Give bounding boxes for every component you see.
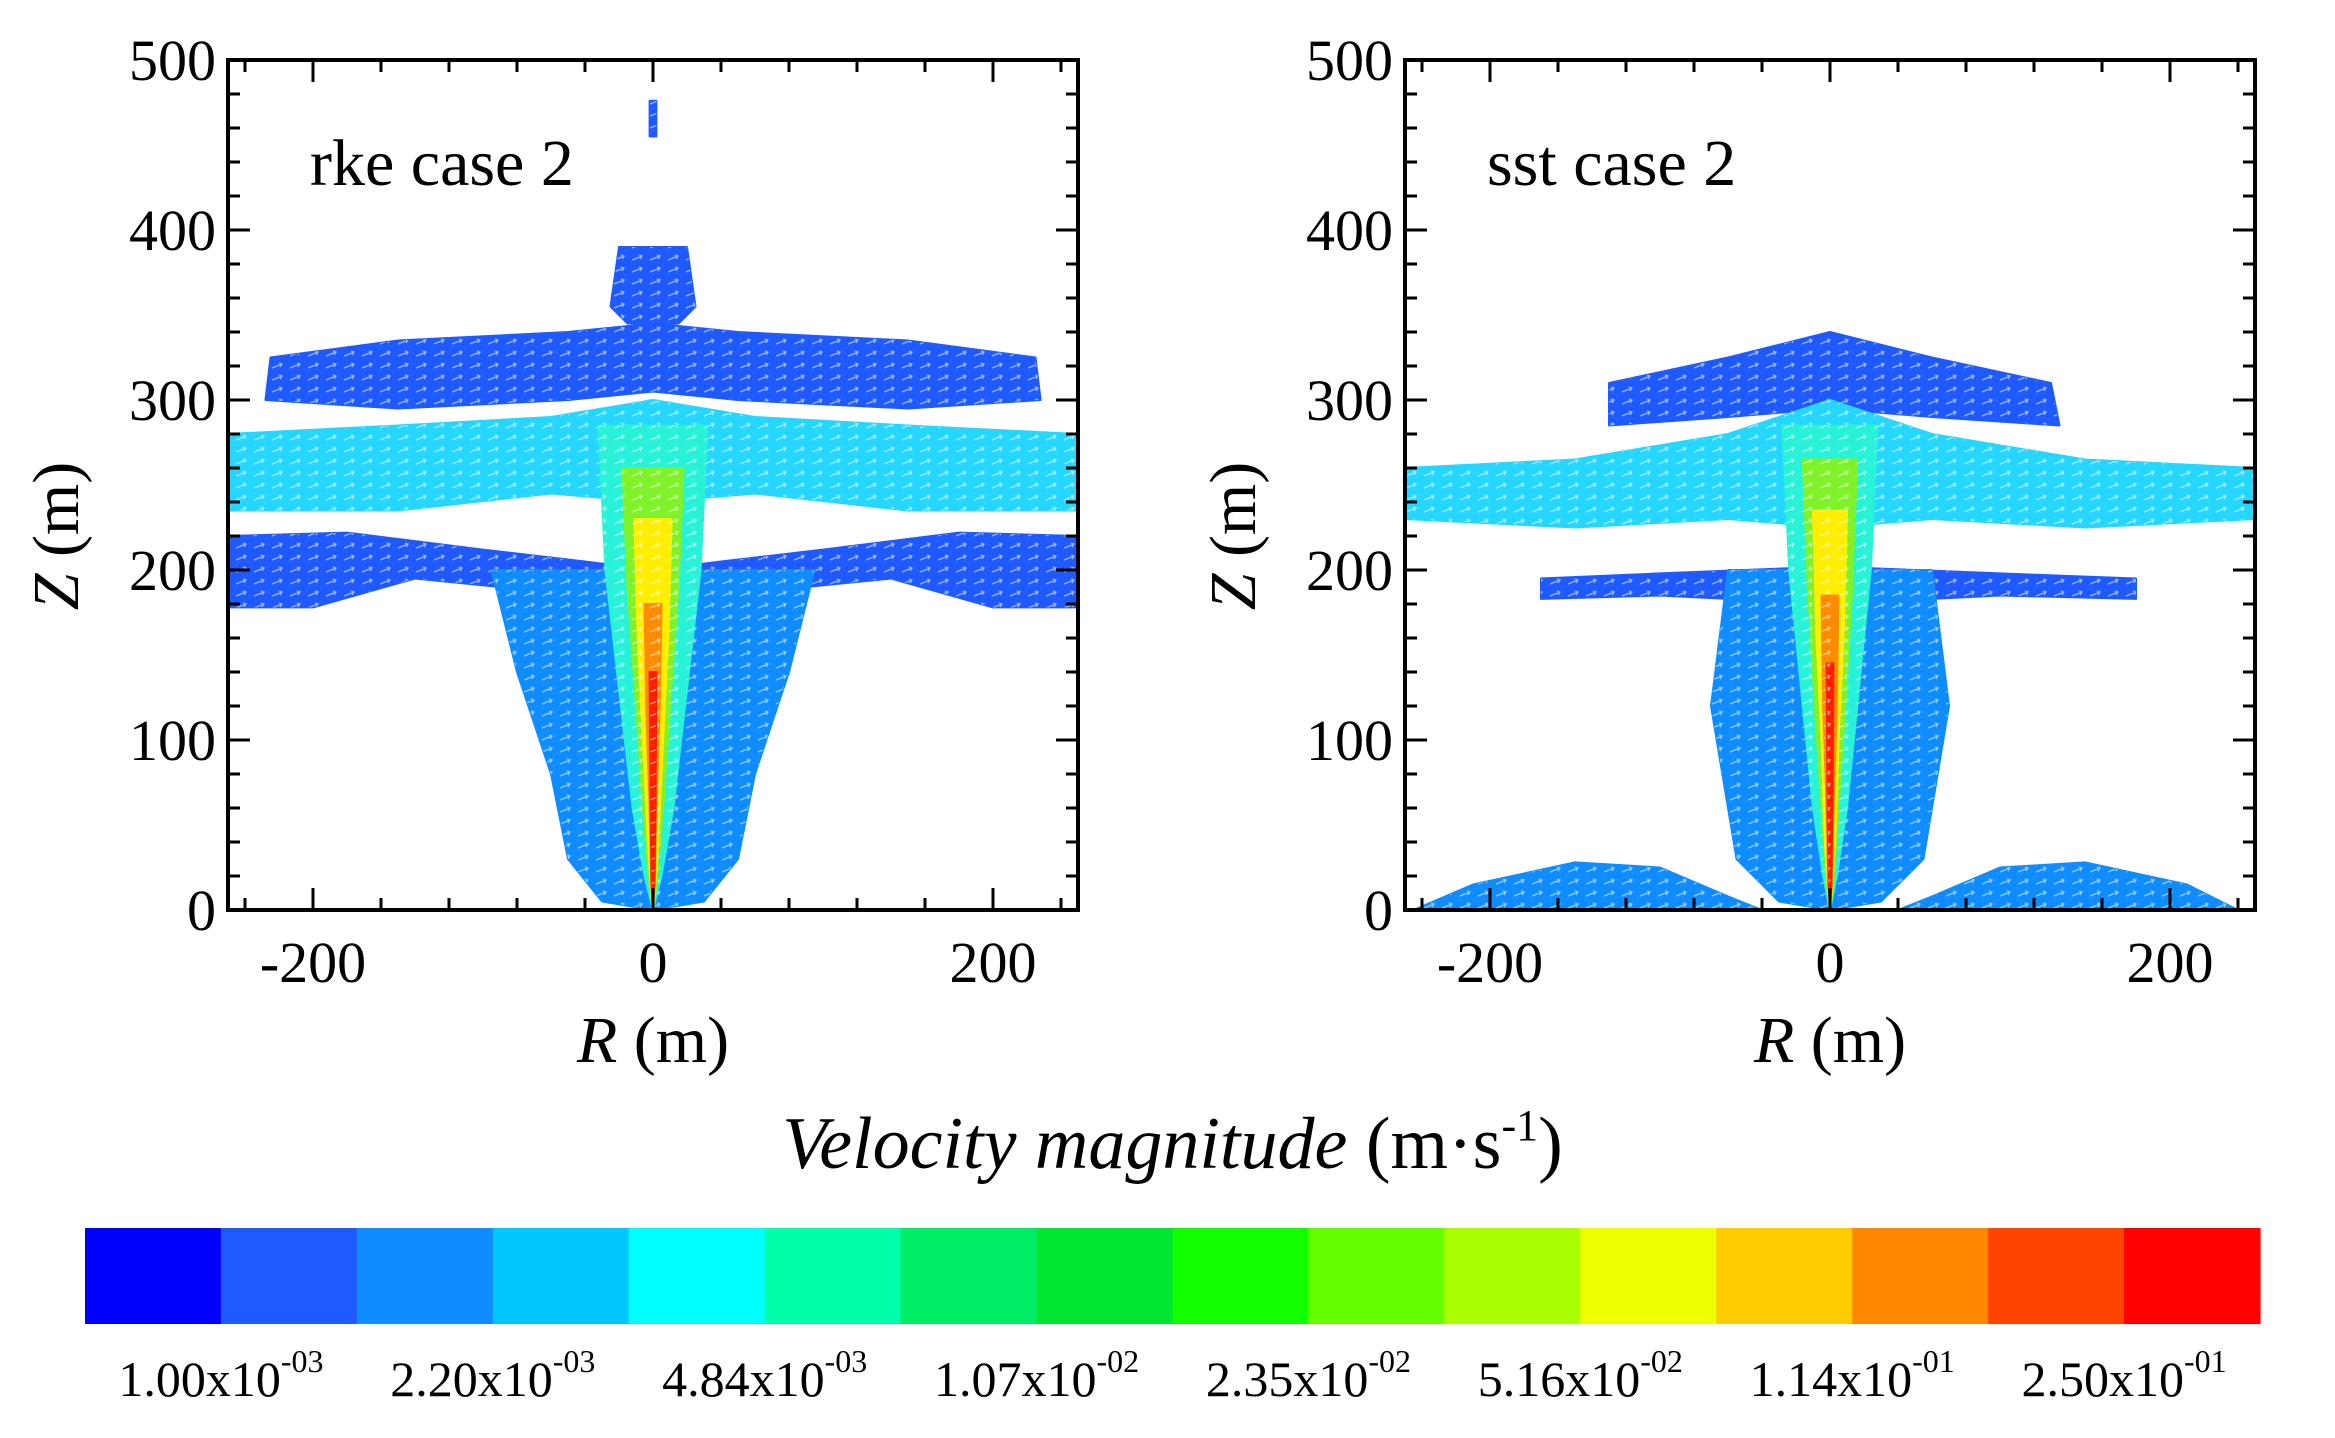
colorbar-tick-exponent: -02 [1368,1343,1411,1379]
colorbar-title-exp: -1 [1501,1101,1538,1150]
colorbar-tick-mantissa: 1.00x10 [118,1351,281,1407]
colorbar-segment [764,1228,902,1324]
colorbar-tick-label: 1.07x10-02 [934,1343,1139,1407]
region-texture-ground-left [1413,862,1762,910]
colorbar-tick-mantissa: 1.07x10 [934,1351,1097,1407]
colorbar-segment [628,1228,766,1324]
y-axis-title: Z (m) [20,462,93,611]
colorbar-title-unit: (m·s [1366,1103,1502,1185]
y-tick-label: 0 [1364,878,1393,943]
region-texture-plume-axis [1826,663,1834,910]
colorbar-title-close: ) [1538,1103,1563,1185]
velocity-field [1405,331,2255,910]
colorbar-segment [2124,1228,2261,1324]
colorbar-tick-mantissa: 2.50x10 [2021,1351,2184,1407]
colorbar-tick-label: 5.16x10-02 [1478,1343,1683,1407]
colorbar-tick-label: 1.14x10-01 [1750,1343,1955,1407]
x-tick-label: 200 [950,930,1037,995]
panel-label: sst case 2 [1487,127,1736,200]
colorbar-tick-mantissa: 5.16x10 [1478,1351,1641,1407]
x-axis-title: R (m) [1753,1004,1906,1077]
colorbar-tick-mantissa: 2.35x10 [1206,1351,1369,1407]
colorbar-tick-mantissa: 1.14x10 [1750,1351,1913,1407]
colorbar-tick-exponent: -03 [281,1343,324,1379]
x-tick-label: -200 [260,930,366,995]
colorbar-segment [492,1228,630,1324]
colorbar-segment [1036,1228,1174,1324]
colorbar-segment [1716,1228,1853,1324]
region-texture-stray-top [649,100,657,137]
y-axis-unit: (m) [20,462,93,574]
velocity-field [228,99,1078,910]
colorbar-segment [220,1228,358,1324]
colorbar-segment [85,1228,222,1324]
colorbar-segment [356,1228,494,1324]
region-texture-cap-top [1609,332,2060,426]
colorbar-segment [1852,1228,1989,1324]
colorbar: Velocity magnitude (m·s-1)1.00x10-03 2.20… [85,1101,2261,1407]
x-axis-unit: (m) [617,1004,729,1077]
x-tick-label: 200 [2127,930,2214,995]
colorbar-segment [1308,1228,1445,1324]
y-tick-label: 300 [1306,368,1393,433]
y-tick-label: 400 [1306,198,1393,263]
y-tick-label: 300 [129,368,216,433]
colorbar-tick-exponent: -02 [1640,1343,1683,1379]
y-tick-label: 0 [187,878,216,943]
y-tick-label: 100 [129,708,216,773]
x-axis-var: R [1753,1004,1794,1077]
y-tick-label: 200 [129,538,216,603]
colorbar-tick-exponent: -02 [1096,1343,1139,1379]
colorbar-segment [900,1228,1038,1324]
colorbar-tick-label: 2.20x10-03 [390,1343,595,1407]
colorbar-tick-exponent: -01 [2184,1343,2227,1379]
panel-label: rke case 2 [310,127,574,200]
colorbar-tick-exponent: -03 [553,1343,596,1379]
y-axis-var: Z [1197,572,1270,610]
colorbar-title-var: Velocity magnitude [782,1103,1366,1185]
colorbar-segment [1988,1228,2125,1324]
y-axis-title: Z (m) [1197,462,1270,611]
colorbar-title: Velocity magnitude (m·s-1) [782,1101,1563,1185]
colorbar-segment [1172,1228,1310,1324]
colorbar-tick-exponent: -01 [1912,1343,1955,1379]
y-tick-label: 200 [1306,538,1393,603]
x-axis-var: R [576,1004,617,1077]
colorbar-segment [1444,1228,1581,1324]
y-axis-var: Z [20,572,93,610]
x-tick-label: 0 [639,930,668,995]
y-axis-unit: (m) [1197,462,1270,574]
colorbar-tick-mantissa: 4.84x10 [662,1351,825,1407]
x-axis-title: R (m) [576,1004,729,1077]
colorbar-tick-exponent: -03 [825,1343,868,1379]
colorbar-tick-mantissa: 2.20x10 [390,1351,553,1407]
y-tick-label: 400 [129,198,216,263]
colorbar-tick-label: 2.35x10-02 [1206,1343,1411,1407]
y-tick-label: 500 [129,28,216,93]
y-tick-label: 500 [1306,28,1393,93]
region-texture-cap-top [610,247,696,324]
colorbar-tick-label: 1.00x10-03 [118,1343,323,1407]
colorbar-segment [1580,1228,1717,1324]
region-texture-ground-right [1898,862,2238,910]
colorbar-tick-label: 2.50x10-01 [2021,1343,2226,1407]
y-tick-label: 100 [1306,708,1393,773]
x-tick-label: -200 [1437,930,1543,995]
x-axis-unit: (m) [1794,1004,1906,1077]
region-texture-plume-axis [649,672,657,910]
region-texture-upper-layer [265,323,1041,409]
colorbar-tick-label: 4.84x10-03 [662,1343,867,1407]
x-tick-label: 0 [1816,930,1845,995]
